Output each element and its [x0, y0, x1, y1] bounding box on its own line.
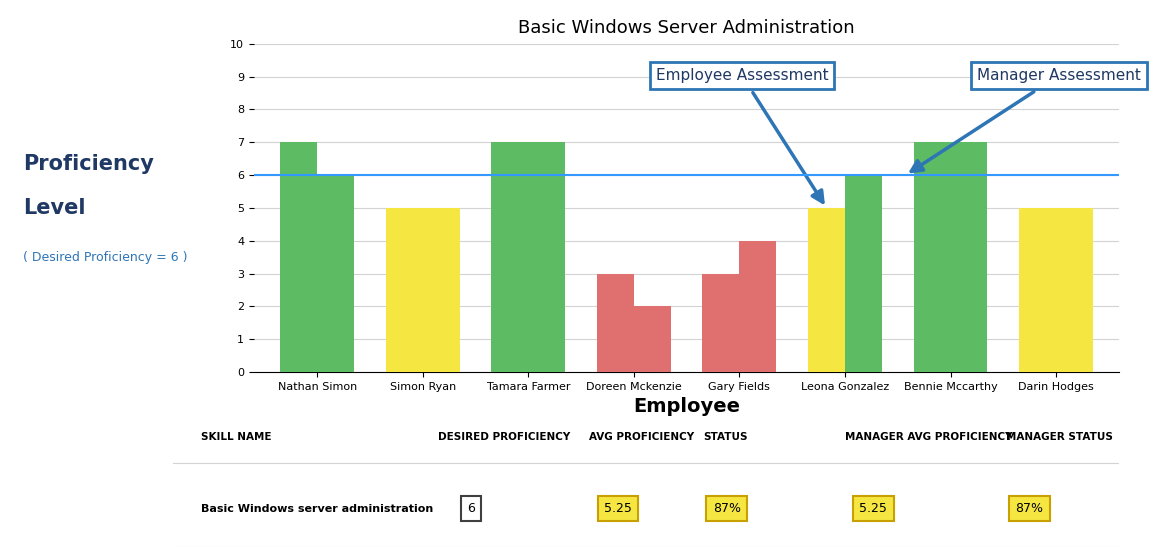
Text: Level: Level	[23, 198, 85, 218]
Bar	[951, 142, 988, 372]
Bar	[634, 306, 670, 372]
Text: 87%: 87%	[713, 502, 741, 515]
Bar	[914, 142, 951, 372]
Bar	[422, 208, 459, 372]
Text: Employee Assessment: Employee Assessment	[655, 68, 829, 202]
Text: 6: 6	[467, 502, 475, 515]
Bar	[740, 241, 777, 372]
Bar	[317, 175, 354, 372]
Text: MANAGER STATUS: MANAGER STATUS	[1006, 432, 1112, 442]
Bar	[1019, 208, 1056, 372]
Bar	[385, 208, 422, 372]
Text: ( Desired Proficiency = 6 ): ( Desired Proficiency = 6 )	[23, 251, 188, 264]
Bar	[529, 142, 565, 372]
Bar	[492, 142, 529, 372]
Bar	[1056, 208, 1093, 372]
Text: SKILL NAME: SKILL NAME	[202, 432, 272, 442]
Bar	[808, 208, 845, 372]
Text: 5.25: 5.25	[860, 502, 887, 515]
X-axis label: Employee: Employee	[634, 397, 740, 416]
Text: STATUS: STATUS	[703, 432, 748, 442]
Text: Basic Windows server administration: Basic Windows server administration	[202, 504, 434, 514]
Text: 87%: 87%	[1016, 502, 1043, 515]
Text: Manager Assessment: Manager Assessment	[912, 68, 1140, 171]
Text: Proficiency: Proficiency	[23, 154, 153, 174]
Title: Basic Windows Server Administration: Basic Windows Server Administration	[518, 19, 855, 37]
Bar	[597, 274, 634, 372]
Bar	[703, 274, 740, 372]
Text: MANAGER AVG PROFICIENCY: MANAGER AVG PROFICIENCY	[845, 432, 1012, 442]
Text: AVG PROFICIENCY: AVG PROFICIENCY	[590, 432, 695, 442]
Bar	[280, 142, 317, 372]
Text: DESIRED PROFICIENCY: DESIRED PROFICIENCY	[439, 432, 570, 442]
Text: 5.25: 5.25	[604, 502, 631, 515]
Bar	[845, 175, 882, 372]
